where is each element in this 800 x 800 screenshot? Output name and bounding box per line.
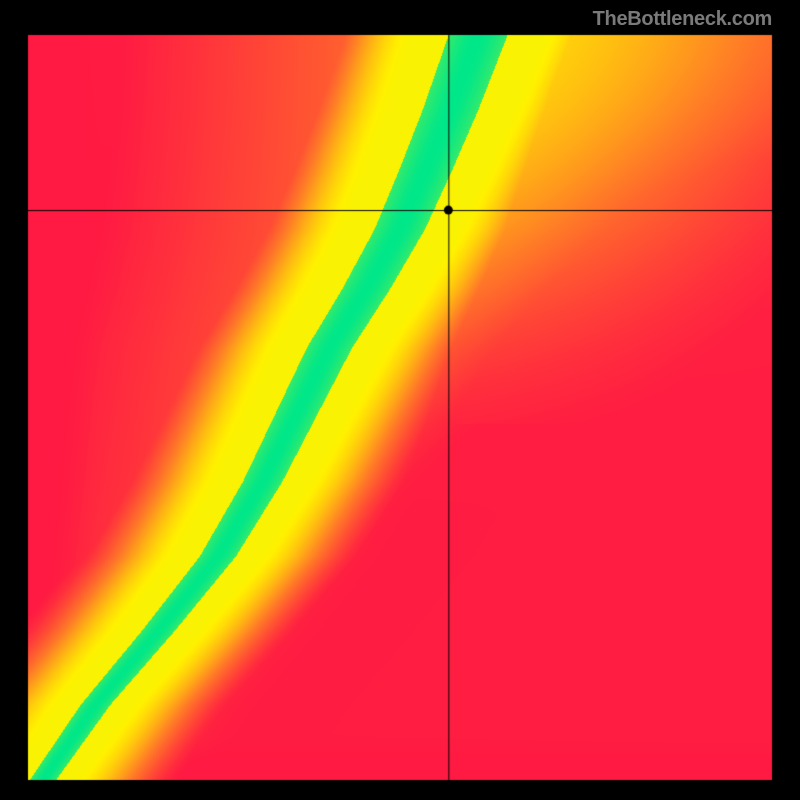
watermark-text: TheBottleneck.com	[593, 8, 772, 31]
chart-container: TheBottleneck.com	[0, 0, 800, 800]
bottleneck-heatmap	[0, 0, 800, 800]
